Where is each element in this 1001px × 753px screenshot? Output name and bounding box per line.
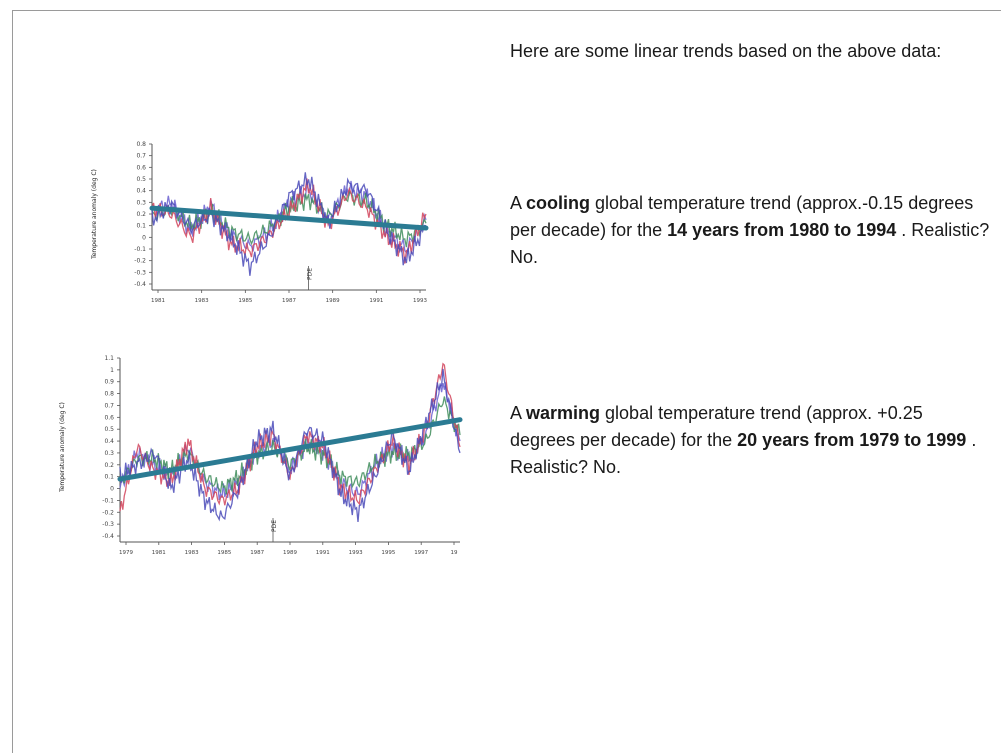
annotation-label: PDE bbox=[271, 520, 278, 532]
y-tick-label: 0.6 bbox=[104, 414, 114, 421]
x-tick-label: 1981 bbox=[152, 550, 166, 556]
y-tick-label: -0.3 bbox=[134, 269, 146, 276]
warming-text-part1: A bbox=[510, 403, 527, 423]
cooling-text-part2: global temperature trend (approx.-0.15 d… bbox=[510, 193, 974, 240]
y-tick-label: -0.2 bbox=[102, 509, 114, 516]
y-tick-label: 0.4 bbox=[104, 438, 114, 445]
y-tick-label: 0.7 bbox=[136, 153, 146, 160]
y-tick-label: 0 bbox=[142, 234, 146, 241]
slide-frame bbox=[12, 10, 1001, 753]
warming-period: 20 years from 1979 to 1999 bbox=[737, 430, 967, 450]
y-tick-label: 0.2 bbox=[136, 211, 146, 218]
y-tick-label: 0.7 bbox=[104, 402, 114, 409]
cooling-keyword: cooling bbox=[526, 193, 591, 213]
temperature-series-line bbox=[119, 362, 461, 512]
y-axis-label: Temperature anomaly (deg C) bbox=[91, 169, 98, 260]
x-tick-label: 1993 bbox=[349, 550, 363, 556]
y-tick-label: 0.5 bbox=[104, 426, 114, 433]
y-tick-label: 0.8 bbox=[136, 141, 146, 148]
cooling-text-part3: . Realistic? No. bbox=[510, 220, 990, 267]
temperature-series-line bbox=[151, 172, 427, 276]
y-tick-label: -0.1 bbox=[134, 246, 146, 253]
y-tick-label: 0.9 bbox=[104, 379, 114, 386]
annotation-label: PDE bbox=[307, 268, 314, 280]
intro-text: Here are some linear trends based on the… bbox=[510, 41, 942, 61]
x-tick-label: 1983 bbox=[195, 298, 209, 304]
y-tick-label: -0.4 bbox=[134, 281, 146, 288]
x-tick-label: 1989 bbox=[326, 298, 340, 304]
y-tick-label: -0.3 bbox=[102, 521, 114, 528]
x-tick-label: 1979 bbox=[119, 550, 133, 556]
x-tick-label: 1995 bbox=[381, 550, 395, 556]
x-tick-label: 1989 bbox=[283, 550, 297, 556]
chart-cooling-trend: Temperature anomaly (deg C) 0.8 0.7 0.6 0.5 0… bbox=[84, 136, 436, 304]
y-tick-label: 0.1 bbox=[104, 474, 114, 481]
y-tick-label: -0.1 bbox=[102, 497, 114, 504]
y-tick-label: 0.3 bbox=[104, 450, 114, 457]
temperature-series-line bbox=[119, 368, 461, 522]
y-tick-label: 0.1 bbox=[136, 223, 146, 230]
cooling-paragraph: A cooling global temperature trend (appr… bbox=[510, 190, 990, 271]
x-tick-label: 1991 bbox=[316, 550, 330, 556]
x-tick-label: 1985 bbox=[217, 550, 231, 556]
x-tick-label: 1985 bbox=[238, 298, 252, 304]
y-tick-label: 0 bbox=[110, 486, 114, 493]
x-tick-label: 1991 bbox=[369, 298, 383, 304]
y-tick-label: 0.2 bbox=[104, 462, 114, 469]
y-tick-label: -0.2 bbox=[134, 258, 146, 265]
chart-cooling-svg: Temperature anomaly (deg C) 0.8 0.7 0.6 0.5 0… bbox=[91, 141, 429, 304]
y-tick-label: 0.6 bbox=[136, 164, 146, 171]
warming-text-part2: global temperature trend (approx. +0.25 … bbox=[510, 403, 923, 450]
y-tick-label: 0.5 bbox=[136, 176, 146, 183]
cooling-text-part1: A bbox=[510, 193, 527, 213]
x-tick-label: 1993 bbox=[413, 298, 427, 304]
x-tick-label: 1987 bbox=[250, 550, 264, 556]
temperature-series-line bbox=[119, 382, 461, 501]
warming-paragraph: A warming global temperature trend (appr… bbox=[510, 400, 990, 481]
y-tick-label: 0.8 bbox=[104, 391, 114, 398]
trend-line bbox=[117, 417, 463, 482]
y-tick-label: 0.4 bbox=[136, 188, 146, 195]
trend-line bbox=[149, 205, 429, 231]
x-tick-label: 1997 bbox=[414, 550, 428, 556]
y-axis-label: Temperature anomaly (deg C) bbox=[59, 402, 66, 493]
x-tick-label: 19 bbox=[451, 550, 458, 556]
warming-keyword: warming bbox=[526, 403, 601, 423]
cooling-period: 14 years from 1980 to 1994 bbox=[667, 220, 897, 240]
x-tick-label: 1987 bbox=[282, 298, 296, 304]
chart-warming-trend: Temperature anomaly (deg C) 1.1 1 0.9 0.8 0.7… bbox=[52, 350, 470, 570]
y-tick-label: -0.4 bbox=[102, 533, 114, 540]
warming-text-part3: . Realistic? No. bbox=[510, 430, 977, 477]
y-tick-label: 1 bbox=[110, 367, 114, 374]
y-tick-label: 0.3 bbox=[136, 199, 146, 206]
x-tick-label: 1983 bbox=[185, 550, 199, 556]
chart-warming-svg: Temperature anomaly (deg C) 1.1 1 0.9 0.8 0.7… bbox=[59, 355, 463, 556]
x-tick-label: 1981 bbox=[151, 298, 165, 304]
y-tick-label: 1.1 bbox=[104, 355, 114, 362]
